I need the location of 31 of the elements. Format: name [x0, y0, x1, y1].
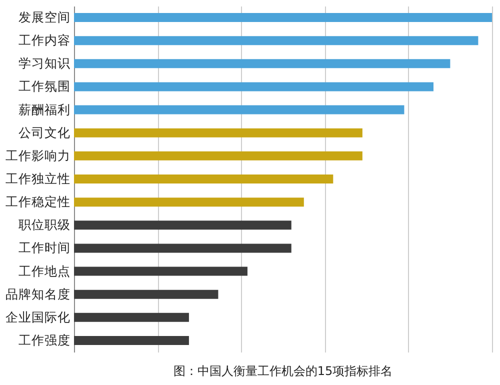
bar	[74, 82, 434, 92]
y-tick-label: 工作地点	[18, 263, 70, 278]
y-tick-label: 公司文化	[18, 124, 70, 140]
y-tick-label: 职位职级	[18, 217, 70, 232]
bar	[74, 13, 492, 22]
bar	[74, 128, 362, 138]
y-tick-label: 工作独立性	[6, 171, 70, 186]
y-tick-label: 薪酬福利	[18, 102, 70, 117]
y-tick-label: 工作氛围	[18, 78, 70, 94]
y-tick-label: 工作稳定性	[6, 194, 70, 210]
bar	[74, 244, 292, 253]
bar	[74, 59, 450, 68]
y-tick-label: 工作影响力	[6, 148, 70, 163]
bar	[74, 312, 189, 322]
y-tick-label: 工作强度	[18, 332, 70, 348]
y-tick-label: 品牌知名度	[6, 286, 70, 302]
bar	[74, 36, 478, 46]
bar	[74, 266, 248, 276]
y-tick-label: 发展空间	[18, 10, 70, 25]
bar	[74, 105, 404, 114]
bar	[74, 198, 304, 207]
text: 图：中国人衡量工作机会的15项指标排名	[173, 364, 393, 378]
y-tick-label: 学习知识	[18, 56, 70, 71]
y-tick-label: 工作内容	[18, 32, 70, 48]
bar	[74, 336, 189, 345]
y-tick-label: 工作时间	[18, 240, 70, 256]
y-tick-label: 企业国际化	[6, 309, 70, 324]
bar	[74, 151, 362, 160]
bar	[74, 220, 292, 230]
bar	[74, 174, 334, 184]
bar	[74, 290, 218, 299]
